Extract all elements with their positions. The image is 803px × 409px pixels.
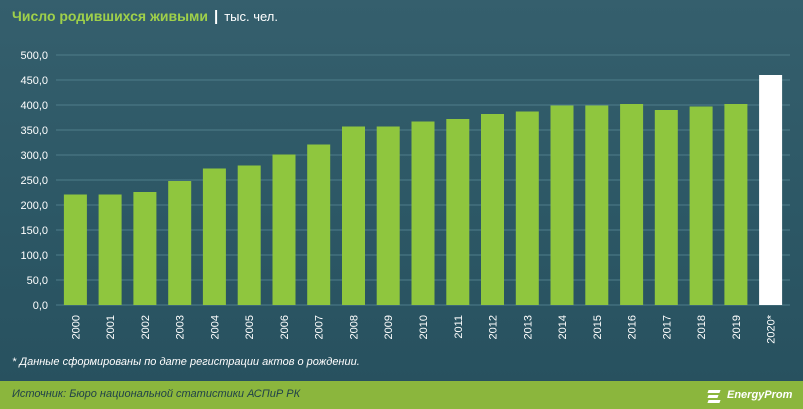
logo-text: EnergyProm: [727, 389, 793, 401]
y-tick-label: 50,0: [27, 275, 48, 287]
x-tick-label: 2007: [314, 315, 326, 339]
x-tick-label: 2015: [592, 315, 604, 339]
bar-2012: [481, 114, 504, 305]
bar-2003: [168, 181, 192, 305]
y-tick-label: 250,0: [20, 175, 48, 187]
x-tick-label: 2004: [209, 315, 221, 339]
bar-2015: [585, 105, 609, 305]
x-tick-label: 2016: [627, 315, 639, 339]
x-tick-label: 2012: [488, 315, 500, 339]
bar-2006: [272, 154, 296, 305]
source-bar: [0, 381, 803, 409]
footnote: * Данные сформированы по дате регистраци…: [12, 356, 360, 368]
bar-2016: [620, 104, 644, 305]
bar-2013: [515, 111, 539, 305]
x-tick-label: 2017: [661, 315, 673, 339]
x-tick-label: 2006: [279, 315, 291, 339]
bar-2011: [446, 119, 470, 305]
x-tick-label: 2010: [418, 315, 430, 339]
energyprom-logo-icon: [707, 387, 724, 403]
chart-title: Число родившихся живыми: [12, 8, 209, 24]
y-tick-label: 350,0: [20, 125, 48, 137]
y-tick-label: 400,0: [20, 100, 48, 112]
x-tick-label: 2019: [731, 315, 743, 339]
x-tick-label: 2008: [348, 315, 360, 339]
x-tick-label: 2005: [244, 315, 256, 339]
x-tick-label: 2014: [557, 315, 569, 339]
source-text: Источник: Бюро национальной статистики А…: [12, 388, 301, 400]
logo: EnergyProm: [707, 385, 793, 405]
y-axis: 0,0 50,0 100,0 150,0 200,0 250,0 300,0 350,0 400…: [20, 50, 48, 312]
y-tick-label: 150,0: [20, 225, 48, 237]
chart-unit: тыс. чел.: [224, 8, 279, 24]
bar-2000: [63, 194, 87, 305]
y-tick-label: 450,0: [20, 75, 48, 87]
y-tick-label: 300,0: [20, 150, 48, 162]
bar-chart: 0,0 50,0 100,0 150,0 200,0 250,0 300,0 350,0 400…: [20, 50, 790, 344]
bar-layer: [63, 75, 783, 305]
bar-2008: [342, 126, 365, 305]
bar-2001: [98, 194, 122, 305]
y-tick-label: 0,0: [33, 300, 48, 312]
x-tick-label: 2013: [522, 315, 534, 339]
bar-2017: [654, 110, 678, 305]
x-tick-label: 2001: [105, 315, 117, 339]
bar-2004: [202, 168, 226, 305]
y-tick-label: 200,0: [20, 200, 48, 212]
x-tick-label: 2000: [70, 315, 82, 339]
x-tick-label: 2020*: [766, 314, 778, 343]
bar-2019: [724, 104, 748, 305]
x-tick-label: 2011: [453, 315, 465, 339]
bar-2018: [689, 106, 713, 305]
bar-2014: [550, 105, 574, 305]
x-tick-label: 2003: [175, 315, 187, 339]
x-tick-label: 2018: [696, 315, 708, 339]
bar-2009: [376, 126, 400, 305]
bar-2010: [411, 121, 435, 305]
bar-2007: [307, 144, 331, 305]
y-tick-label: 500,0: [20, 50, 48, 62]
x-axis: 2000 2001 2002 2003 2004 2005 2006 2007 2008 2009…: [70, 314, 777, 343]
x-tick-label: 2009: [383, 315, 395, 339]
bar-2002: [133, 192, 157, 305]
bar-2005: [237, 165, 261, 305]
title-separator: |: [214, 7, 219, 25]
y-tick-label: 100,0: [20, 250, 48, 262]
bar-2020: [759, 75, 783, 305]
x-tick-label: 2002: [140, 315, 152, 339]
chart-header: Число родившихся живыми | тыс. чел.: [12, 6, 278, 26]
